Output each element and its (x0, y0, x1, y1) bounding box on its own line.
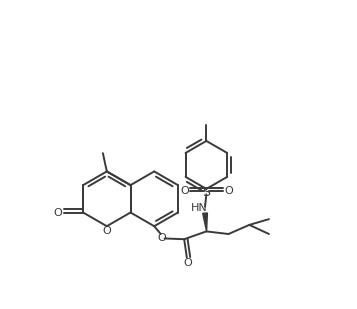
Text: S: S (202, 186, 210, 199)
Text: HN: HN (191, 203, 208, 213)
Text: O: O (54, 208, 62, 218)
Text: O: O (158, 233, 166, 243)
Text: O: O (180, 186, 189, 196)
Text: O: O (224, 186, 233, 196)
Text: O: O (102, 226, 111, 236)
Text: O: O (184, 258, 192, 268)
Polygon shape (203, 213, 207, 231)
